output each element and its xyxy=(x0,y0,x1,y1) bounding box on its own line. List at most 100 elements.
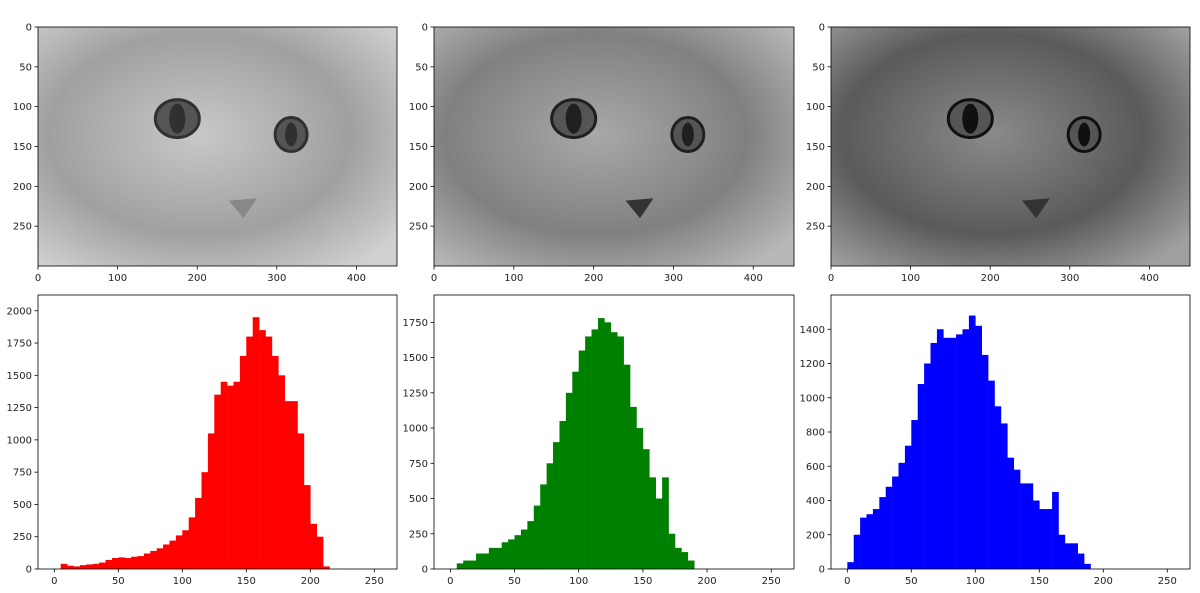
histogram-bar xyxy=(514,535,522,569)
histogram-bar xyxy=(866,514,874,569)
histogram-bar xyxy=(233,381,241,569)
histogram-bar xyxy=(1071,543,1078,569)
histogram-ytick-label: 1500 xyxy=(7,371,32,382)
histogram-bar xyxy=(533,505,541,569)
histogram-ytick-label: 250 xyxy=(409,529,428,540)
histogram-frame xyxy=(830,294,1191,570)
histogram-bar xyxy=(1007,457,1014,569)
histogram-bar xyxy=(1020,483,1027,569)
histogram-ytick-label: 1250 xyxy=(7,403,32,414)
image-ytick-label: 200 xyxy=(13,182,32,193)
histogram-bar xyxy=(610,332,618,569)
image-ytick-label: 200 xyxy=(409,182,428,193)
histogram-bar xyxy=(291,401,298,569)
histogram-ytick-label: 500 xyxy=(409,494,428,505)
histogram-bar xyxy=(527,521,535,569)
histogram-bar xyxy=(476,553,483,569)
histogram-ytick-label: 1400 xyxy=(800,325,825,336)
image-ytick-label: 0 xyxy=(819,23,825,34)
histogram-bar xyxy=(1058,534,1066,569)
cat-image xyxy=(38,27,397,266)
histogram-bar xyxy=(853,534,861,569)
histogram-bar xyxy=(271,355,279,569)
histogram-xtick-label: 150 xyxy=(237,576,256,587)
histogram-bar xyxy=(962,329,970,569)
cat-nose xyxy=(1022,198,1050,219)
histogram-xtick-label: 50 xyxy=(905,576,918,587)
histogram-bar xyxy=(1084,563,1091,569)
histogram-bar xyxy=(1045,509,1053,569)
histogram-bar xyxy=(495,547,503,569)
histogram-bar xyxy=(175,535,183,569)
histogram-ytick-label: 750 xyxy=(13,468,32,479)
histogram-xtick-label: 250 xyxy=(762,576,781,587)
histogram-bar xyxy=(182,530,190,569)
histogram-bar xyxy=(131,556,138,569)
histogram-ytick-label: 400 xyxy=(806,496,825,507)
image-xtick-label: 200 xyxy=(584,273,603,284)
histogram-bar xyxy=(687,560,695,569)
histogram-bar xyxy=(105,559,113,569)
image-ytick-label: 150 xyxy=(409,142,428,153)
histogram-xtick-label: 100 xyxy=(569,576,588,587)
image-xtick-label: 200 xyxy=(188,273,207,284)
histogram-bar xyxy=(1052,491,1059,569)
image-ytick-label: 100 xyxy=(806,102,825,113)
histogram-xtick-label: 150 xyxy=(1030,576,1049,587)
histogram-bar xyxy=(92,563,100,569)
histogram-bar xyxy=(585,336,592,569)
histogram-ytick-label: 0 xyxy=(26,565,32,576)
histogram-bar xyxy=(284,401,292,569)
histogram-bar xyxy=(488,547,496,569)
histogram-bar xyxy=(662,477,669,569)
histogram-bar xyxy=(917,384,925,569)
histogram-bar xyxy=(988,380,995,569)
image-xtick-label: 300 xyxy=(664,273,683,284)
histogram-bar xyxy=(99,562,106,569)
histogram-bar xyxy=(879,497,887,569)
histogram-xtick-label: 0 xyxy=(844,576,850,587)
histogram-bar xyxy=(630,406,637,569)
histogram-bar xyxy=(278,375,285,569)
image-xtick-label: 300 xyxy=(267,273,286,284)
image-ytick-label: 100 xyxy=(13,102,32,113)
histogram-bar xyxy=(1077,553,1085,569)
histogram-bar xyxy=(252,317,260,569)
histogram-bar xyxy=(975,325,983,569)
histogram-bar xyxy=(885,486,893,569)
image-xtick-label: 0 xyxy=(35,273,41,284)
histogram-3: 0 50 100 150 200 250 0 200 400 600 800 1000 1200 1400 xyxy=(800,294,1191,587)
histogram-bar xyxy=(565,392,573,569)
image-frame xyxy=(433,26,795,267)
histogram-xtick-label: 200 xyxy=(301,576,320,587)
histogram-bar xyxy=(303,485,311,569)
histogram-bar xyxy=(508,539,515,569)
cat-nose xyxy=(229,198,257,219)
histogram-ytick-label: 1750 xyxy=(403,318,428,329)
histogram-bar xyxy=(207,433,215,569)
histogram-bar xyxy=(1026,483,1034,569)
histogram-bar xyxy=(310,523,317,569)
image-frame xyxy=(37,26,398,267)
histogram-xtick-label: 50 xyxy=(508,576,521,587)
image-ytick-label: 50 xyxy=(812,62,825,73)
histogram-xtick-label: 0 xyxy=(447,576,453,587)
histogram-ytick-label: 800 xyxy=(806,428,825,439)
cat-pupil xyxy=(962,103,979,134)
histogram-ytick-label: 2000 xyxy=(7,306,32,317)
histogram-bar xyxy=(642,449,650,569)
image-ytick-label: 50 xyxy=(415,62,428,73)
histogram-bar xyxy=(572,371,580,569)
cat-image xyxy=(831,27,1190,266)
histogram-bar xyxy=(1032,500,1040,569)
histogram-bar xyxy=(949,337,957,569)
histogram-bar xyxy=(1013,469,1021,569)
histogram-ytick-label: 1000 xyxy=(7,435,32,446)
image-frame xyxy=(830,26,1191,267)
cat-pupil xyxy=(1078,122,1091,147)
histogram-frame xyxy=(37,294,398,570)
histogram-1: 0 50 100 150 200 250 0 250 500 750 1000 1250 1500 175… xyxy=(7,294,398,587)
image-xtick-label: 400 xyxy=(347,273,366,284)
histogram-bar xyxy=(239,355,247,569)
